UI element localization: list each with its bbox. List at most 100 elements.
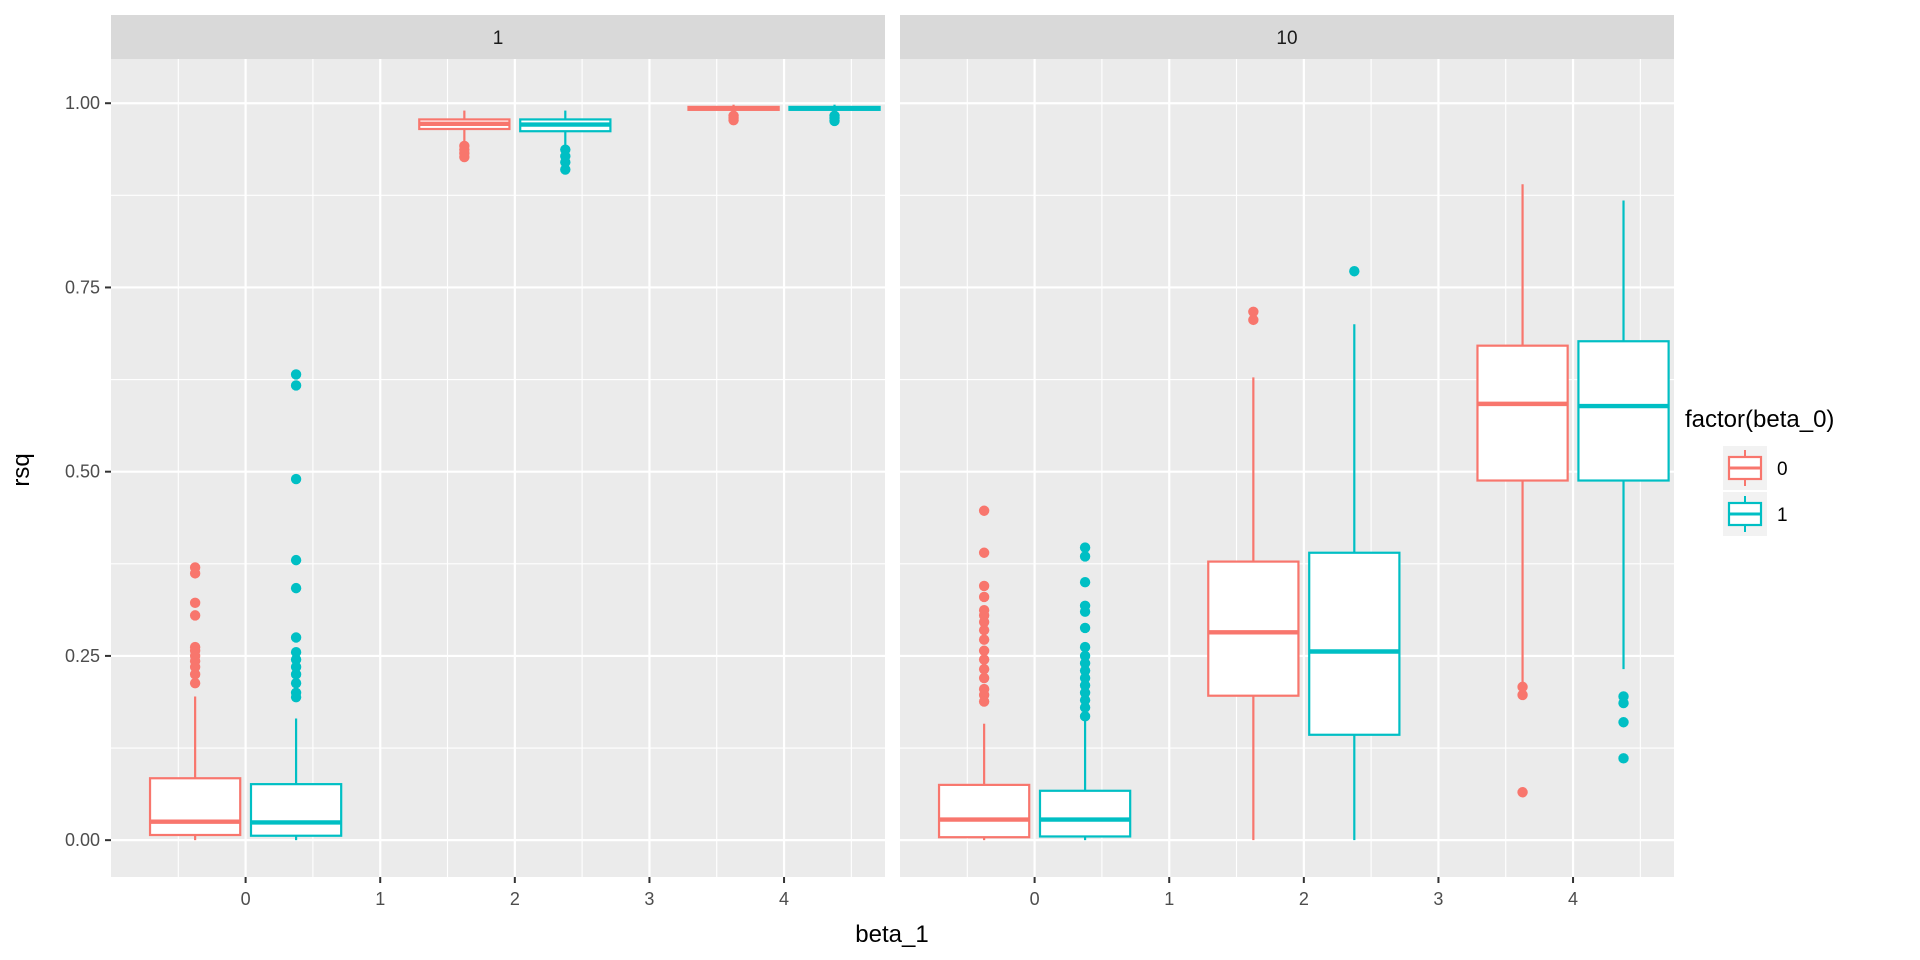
outlier-point [290, 554, 302, 566]
outlier-point [978, 696, 990, 707]
outlier-point [1079, 606, 1091, 617]
outlier-point [290, 647, 302, 658]
box-iqr [1577, 340, 1670, 482]
outlier-point [1517, 681, 1528, 693]
facet-strip [111, 15, 885, 59]
box-beta1-2-group-1 [1308, 266, 1401, 841]
outlier-point [290, 380, 302, 391]
outlier-point [1079, 702, 1091, 713]
x-tick-label: 2 [510, 889, 520, 909]
outlier-point [290, 691, 302, 703]
outlier-point [1079, 622, 1091, 634]
facet-strip-label: 10 [1276, 28, 1297, 49]
x-tick-label: 2 [1299, 889, 1309, 909]
legend-label: 0 [1777, 459, 1788, 480]
outlier-point [1079, 680, 1091, 691]
outlier-point [290, 677, 302, 689]
outlier-point [1079, 665, 1091, 676]
outlier-point [1349, 266, 1360, 277]
outlier-point [1618, 697, 1629, 709]
x-tick-label: 3 [1433, 889, 1443, 909]
outlier-point [1079, 658, 1091, 669]
outlier-point [560, 156, 571, 168]
facet-panel-1: 1 0 1 2 3 4 [111, 15, 885, 909]
legend-label: 1 [1777, 505, 1788, 526]
y-tick-label: 0.75 [65, 277, 100, 297]
box-beta1-0-group-1 [249, 369, 343, 841]
outlier-point [189, 669, 201, 680]
outlier-point [978, 505, 990, 516]
x-tick-label: 0 [241, 889, 251, 909]
x-tick-label: 3 [644, 889, 654, 909]
outlier-point [189, 568, 201, 579]
box-iqr [1207, 560, 1300, 697]
legend: factor(beta_0) 0 1 [1685, 406, 1834, 536]
outlier-point [1079, 650, 1091, 662]
box-iqr [148, 777, 242, 837]
outlier-point [728, 114, 739, 126]
facet-panel-10: 10 0 1 2 3 4 [900, 15, 1674, 909]
outlier-point [1517, 787, 1528, 798]
outlier-point [189, 677, 201, 689]
box-beta1-0-group-0 [148, 562, 242, 841]
x-tick-label: 4 [1568, 889, 1578, 909]
outlier-point [189, 661, 201, 673]
x-tick-label: 1 [1164, 889, 1174, 909]
outlier-point [1248, 314, 1259, 326]
x-tick-label: 1 [375, 889, 385, 909]
legend-entry-1: 1 [1723, 492, 1788, 536]
outlier-point [978, 645, 990, 656]
x-tick-label: 4 [779, 889, 789, 909]
outlier-point [290, 669, 302, 680]
facet-strip-label: 1 [493, 28, 504, 49]
y-axis: 0.00 0.25 0.50 0.75 1.00 [65, 93, 111, 850]
outlier-point [459, 151, 470, 163]
outlier-point [978, 591, 990, 603]
outlier-point [1517, 689, 1528, 701]
y-tick-label: 0.25 [65, 646, 100, 666]
box-beta1-4-group-1 [1577, 200, 1670, 764]
outlier-point [978, 624, 990, 636]
box-beta1-0-group-0 [937, 505, 1031, 841]
outlier-point [290, 632, 302, 643]
outlier-point [1079, 577, 1091, 588]
box-beta1-4-group-0 [1476, 184, 1569, 798]
outlier-point [1248, 306, 1259, 317]
outlier-point [189, 597, 201, 609]
outlier-point [290, 654, 302, 665]
y-tick-label: 0.50 [65, 462, 100, 482]
outlier-point [189, 610, 201, 621]
legend-title: factor(beta_0) [1685, 406, 1834, 433]
outlier-point [829, 115, 840, 127]
outlier-point [1079, 672, 1091, 684]
outlier-point [978, 616, 990, 628]
y-axis-title: rsq [8, 453, 35, 486]
outlier-point [1079, 694, 1091, 706]
box-iqr [937, 783, 1031, 839]
outlier-point [290, 369, 302, 380]
outlier-point [1079, 641, 1091, 653]
legend-entry-0: 0 [1723, 446, 1788, 490]
facet-strip [900, 15, 1674, 59]
panel-background [111, 59, 885, 877]
outlier-point [978, 654, 990, 665]
outlier-point [290, 661, 302, 673]
x-tick-label: 0 [1030, 889, 1040, 909]
box-beta1-2-group-0 [1207, 306, 1300, 841]
y-tick-label: 0.00 [65, 830, 100, 850]
x-axis-title: beta_1 [855, 921, 928, 948]
y-tick-label: 1.00 [65, 93, 100, 113]
box-beta1-4-group-1 [788, 104, 881, 127]
outlier-point [978, 547, 990, 558]
outlier-point [978, 672, 990, 684]
outlier-point [1079, 551, 1091, 562]
outlier-point [978, 580, 990, 592]
box-beta1-2-group-0 [418, 110, 511, 163]
outlier-point [1618, 753, 1629, 764]
outlier-point [978, 663, 990, 675]
box-iqr [1476, 344, 1569, 482]
outlier-point [1079, 687, 1091, 698]
box-beta1-2-group-1 [519, 110, 612, 175]
